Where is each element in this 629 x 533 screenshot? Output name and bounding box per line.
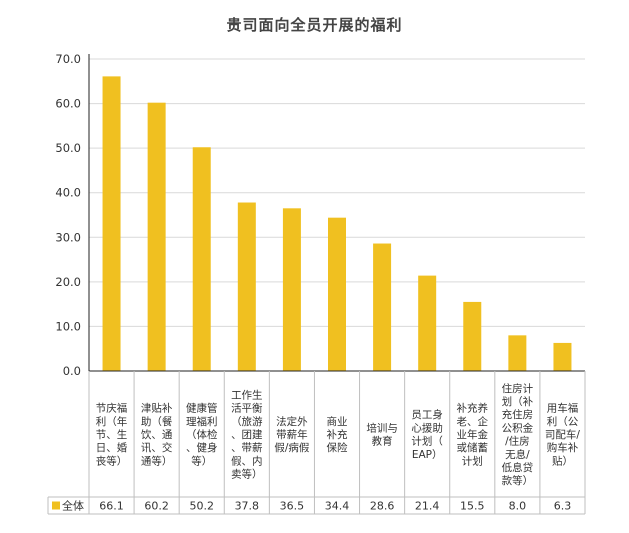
chart-title: 贵司面向全员开展的福利 <box>226 16 403 34</box>
bar <box>418 275 437 371</box>
data-label: 60.2 <box>144 500 169 513</box>
data-label: 36.5 <box>280 500 305 513</box>
data-label: 15.5 <box>460 500 485 513</box>
category-label: 健康管理福利（体检、健身等） <box>186 402 218 468</box>
data-label: 50.2 <box>189 500 214 513</box>
bar <box>463 301 482 371</box>
y-tick-label: 10.0 <box>55 319 81 333</box>
bar <box>328 217 346 371</box>
category-label: 员工身心援助计划（ EAP） <box>411 408 443 461</box>
bar <box>553 342 572 371</box>
category-label: 商业补充保险 <box>327 415 348 454</box>
category-label: 法定外带薪年假/病假 <box>274 415 310 454</box>
bar <box>102 76 121 371</box>
y-tick-label: 20.0 <box>55 275 81 289</box>
data-label: 21.4 <box>415 500 440 513</box>
bar <box>282 208 301 371</box>
category-label: 住房计划（补充住房公积金/住房无息/低息贷款等） <box>502 382 534 487</box>
bar <box>192 147 211 371</box>
y-tick-label: 0.0 <box>63 364 81 378</box>
data-label: 8.0 <box>509 500 527 513</box>
y-tick-label: 40.0 <box>55 186 81 200</box>
data-label: 66.1 <box>99 500 124 513</box>
legend-label: 全体 <box>62 499 84 513</box>
category-label: 津贴补助（餐饮、通讯、交通等） <box>141 402 173 468</box>
bar <box>373 243 392 371</box>
y-tick-label: 30.0 <box>55 230 81 244</box>
category-label: 用车福利（公司配车/购车补贴） <box>545 402 580 468</box>
bar <box>237 202 256 371</box>
category-label: 培训与教育 <box>366 421 398 447</box>
legend-swatch <box>52 501 60 510</box>
category-label: 节庆福利（年节、生日、婚丧等） <box>96 402 128 468</box>
y-tick-label: 50.0 <box>55 141 81 155</box>
data-label: 28.6 <box>370 500 395 513</box>
bar <box>508 335 527 371</box>
data-label: 6.3 <box>554 500 572 513</box>
data-label: 37.8 <box>235 500 260 513</box>
bar <box>147 102 166 372</box>
y-tick-label: 70.0 <box>55 52 81 66</box>
category-label: 工作生活平衡（旅游、团建、带薪假、内卖等） <box>231 388 263 480</box>
data-label: 34.4 <box>325 500 350 513</box>
category-label: 补充养老、企业年金或储蓄计划 <box>457 402 489 468</box>
y-tick-label: 60.0 <box>55 97 81 111</box>
